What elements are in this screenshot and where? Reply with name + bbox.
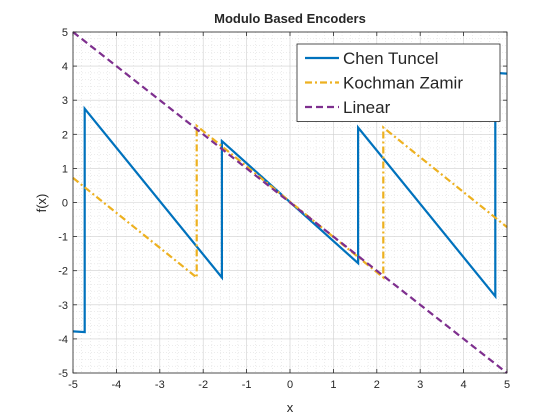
ticks — [72, 31, 508, 374]
y-tick-label: 4 — [62, 61, 68, 73]
y-tick-label: 2 — [62, 129, 68, 141]
x-tick-label: -4 — [112, 379, 122, 391]
legend-label-linear: Linear — [343, 98, 391, 117]
y-tick-label: 1 — [62, 163, 68, 175]
y-tick-label: -1 — [58, 232, 68, 244]
x-tick-label: -1 — [242, 379, 252, 391]
x-tick-label: 2 — [374, 379, 380, 391]
x-tick-label: 3 — [417, 379, 423, 391]
y-tick-label: -5 — [58, 368, 68, 380]
y-tick-label: 5 — [62, 27, 68, 39]
legend-label-chen-tuncel: Chen Tuncel — [343, 49, 438, 68]
x-tick-label: 4 — [461, 379, 467, 391]
y-tick-label: -3 — [58, 300, 68, 312]
y-tick-label: 0 — [62, 198, 68, 210]
series-linear — [72, 31, 508, 374]
legend-label-kochman-zamir: Kochman Zamir — [343, 74, 463, 93]
y-tick-label: -4 — [58, 334, 68, 346]
y-tick-label: 3 — [62, 95, 68, 107]
x-tick-label: 5 — [504, 379, 510, 391]
y-tick-label: -2 — [58, 266, 68, 278]
tick-labels: -5 -4 -3 -2 -1 0 1 2 3 4 5 -5 -4 -3 -2 -1 0 1 2 3 4 5 — [58, 27, 510, 391]
series-layer — [72, 31, 508, 374]
chart-title: Modulo Based Encoders — [214, 11, 366, 26]
x-tick-label: 0 — [287, 379, 293, 391]
x-tick-label: -5 — [68, 379, 78, 391]
legend: Chen Tuncel Kochman Zamir Linear — [296, 43, 501, 122]
x-tick-label: -3 — [155, 379, 165, 391]
x-tick-label: 1 — [330, 379, 336, 391]
x-tick-label: -2 — [198, 379, 208, 391]
x-axis-label: x — [287, 400, 294, 415]
y-axis-label: f(x) — [34, 194, 49, 213]
